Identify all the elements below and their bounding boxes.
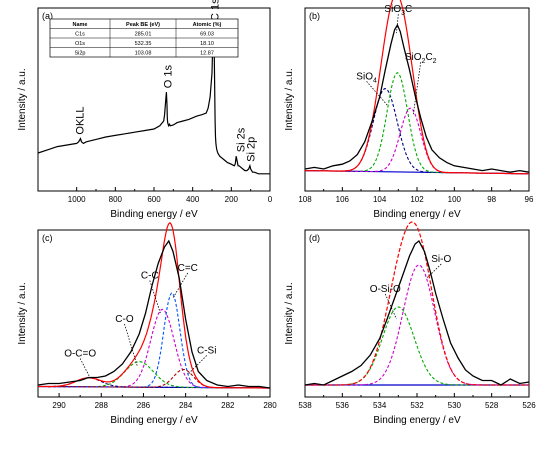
x-tick-label: 288 [95, 401, 109, 410]
x-tick-label: 536 [336, 401, 350, 410]
component-label: SiO3C [384, 4, 412, 17]
panel-label: (a) [42, 11, 53, 21]
fit-envelope-line [38, 221, 270, 389]
measured-spectrum-line [304, 240, 530, 386]
fit-envelope-line [305, 221, 529, 386]
fit-component-line [305, 306, 529, 386]
x-axis-label: Binding energy / eV [373, 415, 461, 426]
component-label: SiO4 [356, 71, 377, 84]
label-leader-line [172, 272, 189, 299]
x-tick-label: 538 [298, 401, 312, 410]
x-tick-label: 534 [373, 401, 387, 410]
x-tick-label: 528 [485, 401, 499, 410]
x-tick-label: 400 [186, 195, 200, 204]
x-tick-label: 1000 [68, 195, 86, 204]
x-tick-label: 98 [487, 195, 496, 204]
label-leader-line [149, 280, 161, 314]
fit-component-line [305, 107, 529, 175]
y-axis-label: Intensity / a.u. [17, 282, 28, 344]
label-leader-line [187, 355, 208, 375]
x-tick-label: 96 [525, 195, 534, 204]
y-axis-label: Intensity / a.u. [17, 68, 28, 130]
x-tick-label: 600 [147, 195, 161, 204]
plot-frame [304, 229, 530, 398]
table-cell: 69.03 [200, 32, 214, 38]
table-cell: 103.08 [135, 51, 152, 57]
label-leader-line [366, 81, 388, 106]
panel-label: (b) [309, 11, 320, 21]
component-label: C-Si [197, 346, 216, 357]
component-label: SiO2C2 [405, 52, 437, 65]
panel-c: 290 288 286 284 282 280 Binding energy / eV Int… [17, 221, 277, 426]
x-tick-label: 280 [263, 401, 277, 410]
x-tick-label: 102 [410, 195, 424, 204]
peak-annotation: O 1s [162, 64, 174, 88]
x-tick-label: 200 [225, 195, 239, 204]
x-tick-label: 108 [298, 195, 312, 204]
panel-d: 538 536 534 532 530 528 526 Binding energy / eV… [284, 221, 536, 426]
panel-b: 108 106 104 102 100 98 96 Binding energy / eV In… [284, 0, 534, 220]
component-label: C-C [141, 271, 159, 282]
x-tick-label: 290 [52, 401, 66, 410]
fit-component-line [38, 292, 270, 389]
component-label: O-C=O [64, 349, 96, 360]
x-tick-label: 0 [268, 195, 273, 204]
x-tick-label: 282 [221, 401, 235, 410]
measured-spectrum-line [37, 239, 271, 389]
fit-component-line [305, 72, 529, 175]
table-cell: C1s [75, 32, 85, 38]
panel-a: 1000 800 600 400 200 0 Binding energy / eV Inte… [17, 0, 273, 220]
x-tick-label: 530 [448, 401, 462, 410]
survey-spectrum-line [37, 24, 270, 175]
y-axis-label: Intensity / a.u. [284, 282, 295, 344]
table-header-cell: Atomic (%) [193, 22, 222, 28]
panel-label: (d) [309, 233, 320, 243]
label-leader-line [426, 263, 442, 279]
table-header-cell: Name [73, 22, 88, 28]
component-label: C-O [115, 314, 134, 325]
peak-annotation: OKLL [75, 106, 87, 134]
x-tick-label: 104 [373, 195, 387, 204]
label-leader-line [396, 14, 399, 34]
x-tick-label: 284 [179, 401, 193, 410]
peak-annotation: Si 2s [235, 127, 247, 152]
x-tick-label: 526 [522, 401, 536, 410]
table-cell: 12.87 [200, 51, 214, 57]
table-cell: O1s [75, 41, 85, 47]
label-leader-line [412, 62, 422, 115]
label-leader-line [124, 323, 138, 366]
table-cell: Si2p [74, 51, 85, 57]
x-tick-label: 532 [410, 401, 424, 410]
x-tick-label: 106 [336, 195, 350, 204]
fit-component-line [305, 264, 529, 386]
plot-frame [37, 229, 271, 398]
label-leader-line [79, 358, 92, 380]
fit-component-line [38, 308, 270, 389]
component-label: C=C [178, 263, 198, 274]
y-axis-label: Intensity / a.u. [284, 68, 295, 130]
peak-annotation: C 1s [209, 0, 221, 21]
table-header-cell: Peak BE (eV) [126, 22, 160, 28]
component-label: O-Si-O [370, 284, 401, 295]
x-tick-label: 286 [137, 401, 151, 410]
fit-component-line [38, 361, 270, 389]
x-axis-label: Binding energy / eV [373, 209, 461, 220]
x-tick-label: 100 [448, 195, 462, 204]
measured-spectrum-line [304, 23, 530, 173]
table-cell: 532.35 [135, 41, 152, 47]
table-cell: 285.01 [135, 32, 152, 38]
x-tick-label: 800 [109, 195, 123, 204]
panel-label: (c) [42, 233, 53, 243]
component-label: Si-O [431, 254, 451, 265]
x-axis-label: Binding energy / eV [110, 209, 198, 220]
peak-annotation: Si 2p [245, 137, 257, 162]
table-cell: 18.10 [200, 41, 214, 47]
atomic-composition-table: Name Peak BE (eV) Atomic (%) C1s 285.01 69.03… [49, 18, 239, 58]
x-axis-label: Binding energy / eV [110, 415, 198, 426]
